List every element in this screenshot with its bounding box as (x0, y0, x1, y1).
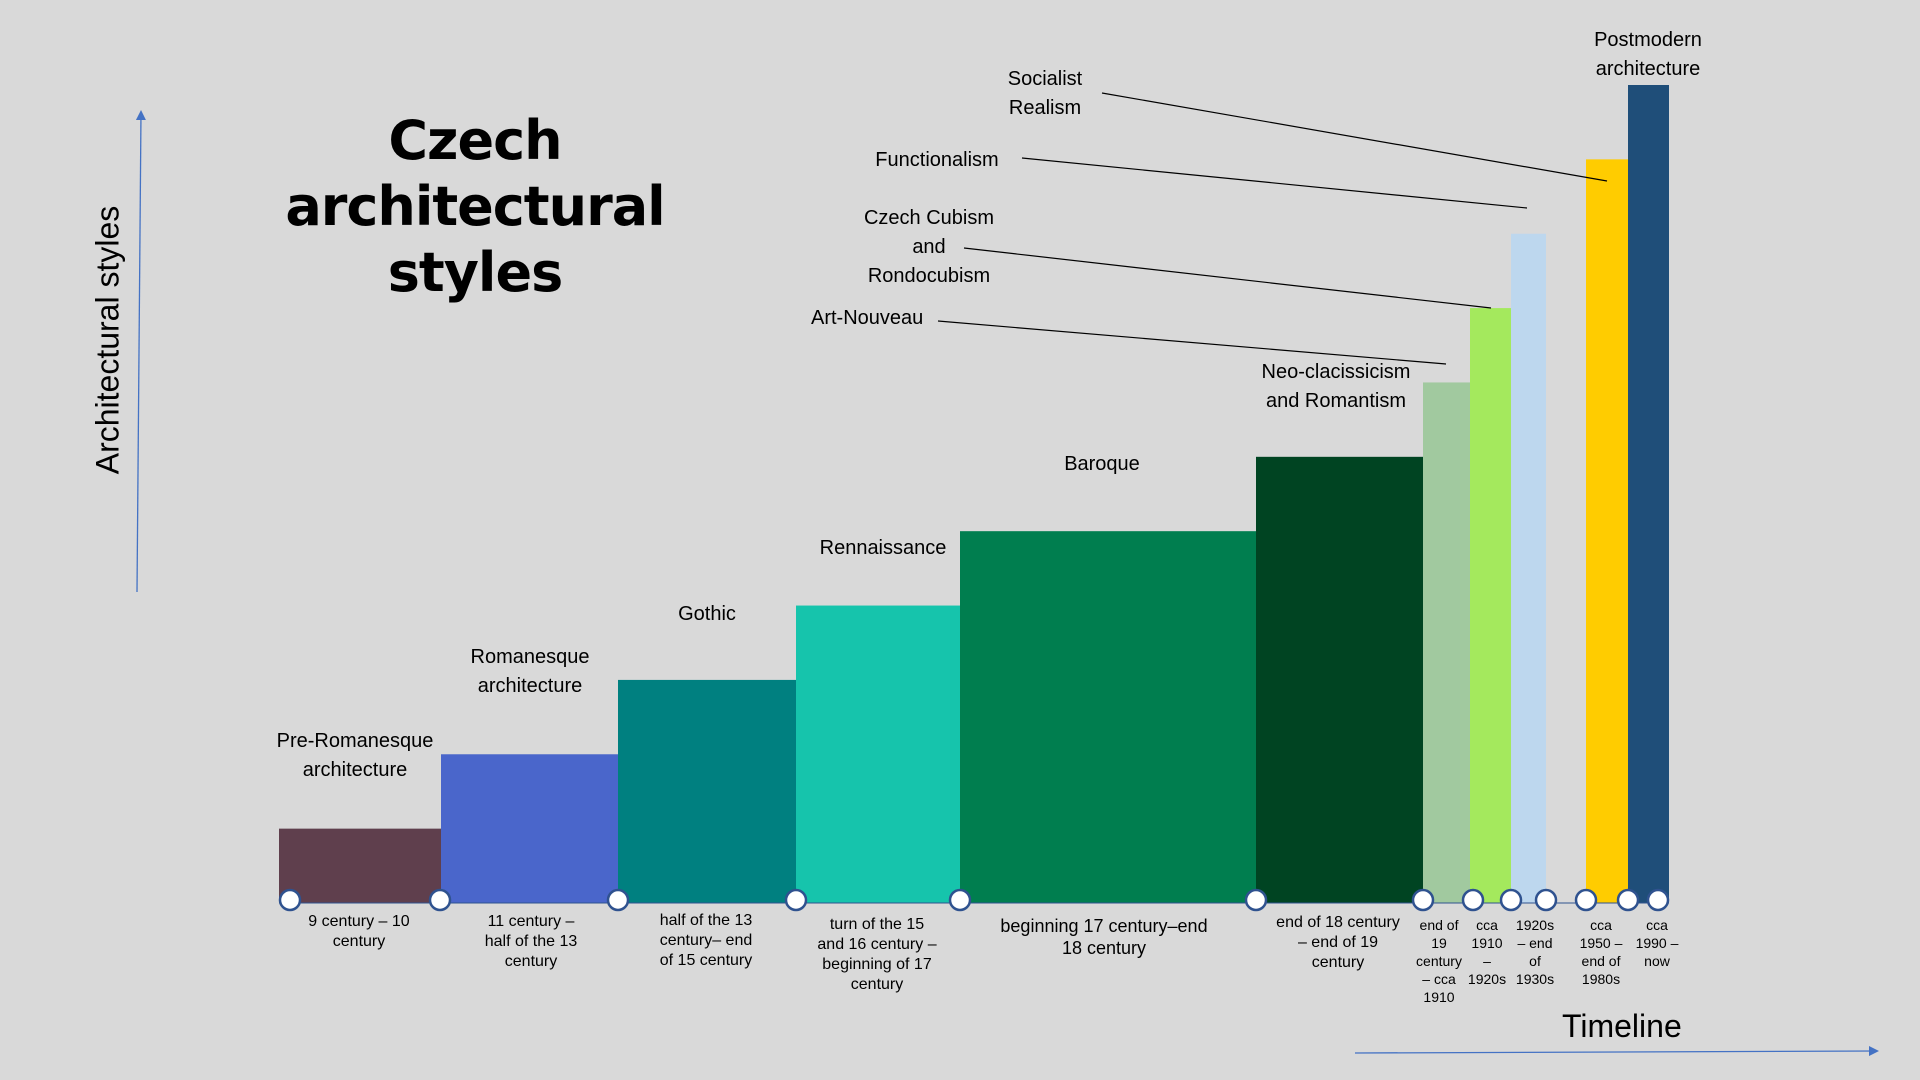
leader-lines-layer (937, 92, 1608, 365)
bar-neo-clacissicism-and-romantism (1256, 456, 1423, 903)
timeline-marker-11 (1574, 888, 1598, 912)
label-art-nouveau: Art-Nouveau (811, 307, 923, 329)
timeline-marker-10 (1534, 888, 1558, 912)
period-labels-layer: 9 century – 10 century 11 century – half of… (308, 912, 1678, 1005)
style-labels-layer: Pre-Romanesque architecture Romanesque arch… (277, 29, 1702, 781)
label-pre-romanesque-architecture: Pre-Romanesque architecture (277, 730, 434, 781)
x-axis-label: Timeline (1562, 1008, 1682, 1044)
bar-art-nouveau (1423, 382, 1470, 903)
period-label-5: beginning 17 century–end 18 century (1000, 916, 1207, 958)
x-axis-arrow (1354, 1046, 1879, 1057)
label-czech-cubism-and-rondocubism: Czech Cubism and Rondocubism (864, 207, 994, 287)
timeline-marker-13 (1646, 888, 1670, 912)
bar-socialist-realism (1586, 159, 1628, 903)
leader-line-socialist-realism (1101, 92, 1608, 182)
bar-postmodern-architecture (1628, 85, 1669, 903)
timeline-marker-4 (784, 888, 808, 912)
leader-line-functionalism (1021, 157, 1528, 209)
period-label-6: end of 18 century – end of 19 century (1276, 914, 1400, 971)
label-gothic: Gothic (678, 603, 736, 625)
axes-layer (135, 110, 1879, 1057)
timeline-marker-3 (606, 888, 630, 912)
period-label-4: turn of the 15 and 16 century – beginning … (817, 916, 936, 993)
period-label-9: 1920s – end of 1930s (1516, 917, 1554, 987)
period-label-1: 9 century – 10 century (308, 913, 410, 950)
bar-functionalism (1511, 233, 1546, 903)
period-label-8: cca 1910–1920s (1468, 917, 1506, 987)
timeline-marker-7 (1411, 888, 1435, 912)
timeline-marker-1 (278, 888, 302, 912)
period-label-11: cca 1990 – now (1636, 917, 1679, 969)
chart-title: Czech architectural styles (285, 109, 665, 304)
bar-baroque (960, 531, 1256, 903)
timeline-marker-12 (1616, 888, 1640, 912)
label-postmodern-architecture: Postmodern architecture (1594, 29, 1702, 80)
label-functionalism: Functionalism (875, 149, 998, 171)
bar-pre-romanesque-architecture (279, 828, 441, 903)
timeline-marker-5 (948, 888, 972, 912)
leader-line-czech-cubism-and-rondocubism (963, 247, 1492, 309)
bar-rennaissance (796, 605, 960, 903)
label-rennaissance: Rennaissance (820, 537, 947, 559)
leader-line-art-nouveau (937, 320, 1447, 365)
period-label-10: cca 1950 – end of 1980s (1580, 917, 1623, 987)
timeline-marker-6 (1244, 888, 1268, 912)
timeline-marker-8 (1461, 888, 1485, 912)
label-socialist-realism: Socialist Realism (1008, 68, 1083, 119)
label-romanesque-architecture: Romanesque architecture (471, 646, 590, 697)
bar-gothic (618, 679, 796, 903)
timeline-marker-9 (1499, 888, 1523, 912)
bar-czech-cubism-and-rondocubism (1470, 308, 1511, 903)
period-label-2: 11 century – half of the 13 century (485, 913, 578, 970)
timeline-marker-2 (428, 888, 452, 912)
timeline-markers-layer (278, 888, 1670, 912)
label-baroque: Baroque (1064, 453, 1140, 475)
y-axis-label: Architectural styles (89, 205, 126, 475)
period-label-3: half of the 13 century– end of 15 century (660, 912, 753, 969)
period-label-7: end of 19 century – cca 1910 (1416, 917, 1462, 1005)
label-neo-clacissicism-and-romantism: Neo-clacissicism and Romantism (1262, 361, 1411, 412)
bars-layer (279, 85, 1669, 903)
bar-romanesque-architecture (441, 754, 618, 903)
y-axis-arrow (135, 110, 146, 593)
